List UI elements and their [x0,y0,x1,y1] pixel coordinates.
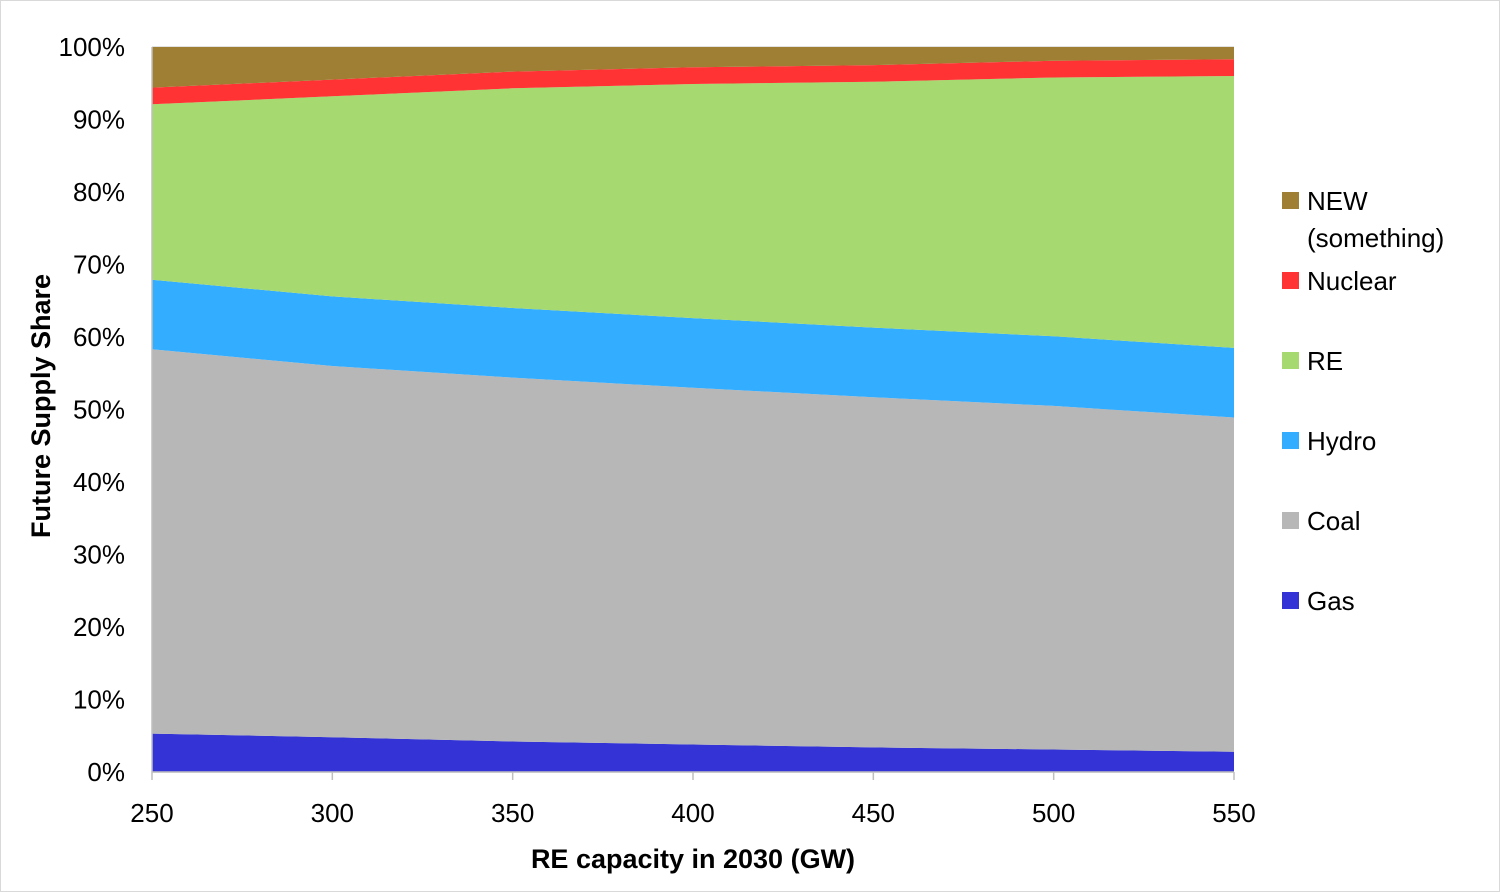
x-tick-label: 550 [1212,798,1255,828]
legend-item-hydro: Hydro [1282,426,1376,456]
x-tick-label: 450 [852,798,895,828]
legend-swatch [1282,512,1299,529]
y-tick-label: 0% [87,757,125,787]
x-tick-label: 250 [130,798,173,828]
x-tick-label: 350 [491,798,534,828]
legend-item-coal: Coal [1282,506,1360,536]
area-series [152,47,1234,772]
legend-label: Hydro [1307,426,1376,456]
y-tick-label: 70% [73,250,125,280]
legend-label: Coal [1307,506,1360,536]
x-tick-label: 500 [1032,798,1075,828]
y-tick-labels: 0% 10% 20% 30% 40% 50% 60% 70% 80% 90% 100% [59,32,126,787]
legend-label: Gas [1307,586,1355,616]
x-tick-label: 400 [671,798,714,828]
legend-label: (something) [1307,223,1444,253]
y-tick-label: 10% [73,685,125,715]
y-tick-label: 80% [73,177,125,207]
legend-item-nuclear: Nuclear [1282,266,1397,296]
y-tick-label: 90% [73,105,125,135]
area-re [152,76,1234,348]
legend-swatch [1282,192,1299,209]
legend-item-new-something: NEW (something) [1282,186,1444,253]
x-axis-title: RE capacity in 2030 (GW) [531,844,855,874]
legend-label: Nuclear [1307,266,1397,296]
legend-label: NEW [1307,186,1368,216]
y-tick-label: 100% [59,32,126,62]
y-tick-label: 30% [73,540,125,570]
legend: NEW (something) Nuclear RE Hydro Coal Gas [1282,186,1444,616]
legend-label: RE [1307,346,1343,376]
area-gas [152,733,1234,772]
area-new-something [152,47,1234,88]
y-tick-label: 40% [73,467,125,497]
axes [151,47,1235,780]
legend-swatch [1282,592,1299,609]
legend-item-gas: Gas [1282,586,1355,616]
y-tick-label: 50% [73,395,125,425]
y-axis-title: Future Supply Share [26,274,56,538]
legend-swatch [1282,272,1299,289]
area-coal [152,349,1234,752]
area-nuclear [152,59,1234,105]
y-tick-label: 60% [73,322,125,352]
y-tick-label: 20% [73,612,125,642]
area-hydro [152,279,1234,418]
legend-item-re: RE [1282,346,1343,376]
x-tick-label: 300 [311,798,354,828]
legend-swatch [1282,352,1299,369]
legend-swatch [1282,432,1299,449]
x-tick-labels: 250 300 350 400 450 500 550 [130,798,1255,828]
